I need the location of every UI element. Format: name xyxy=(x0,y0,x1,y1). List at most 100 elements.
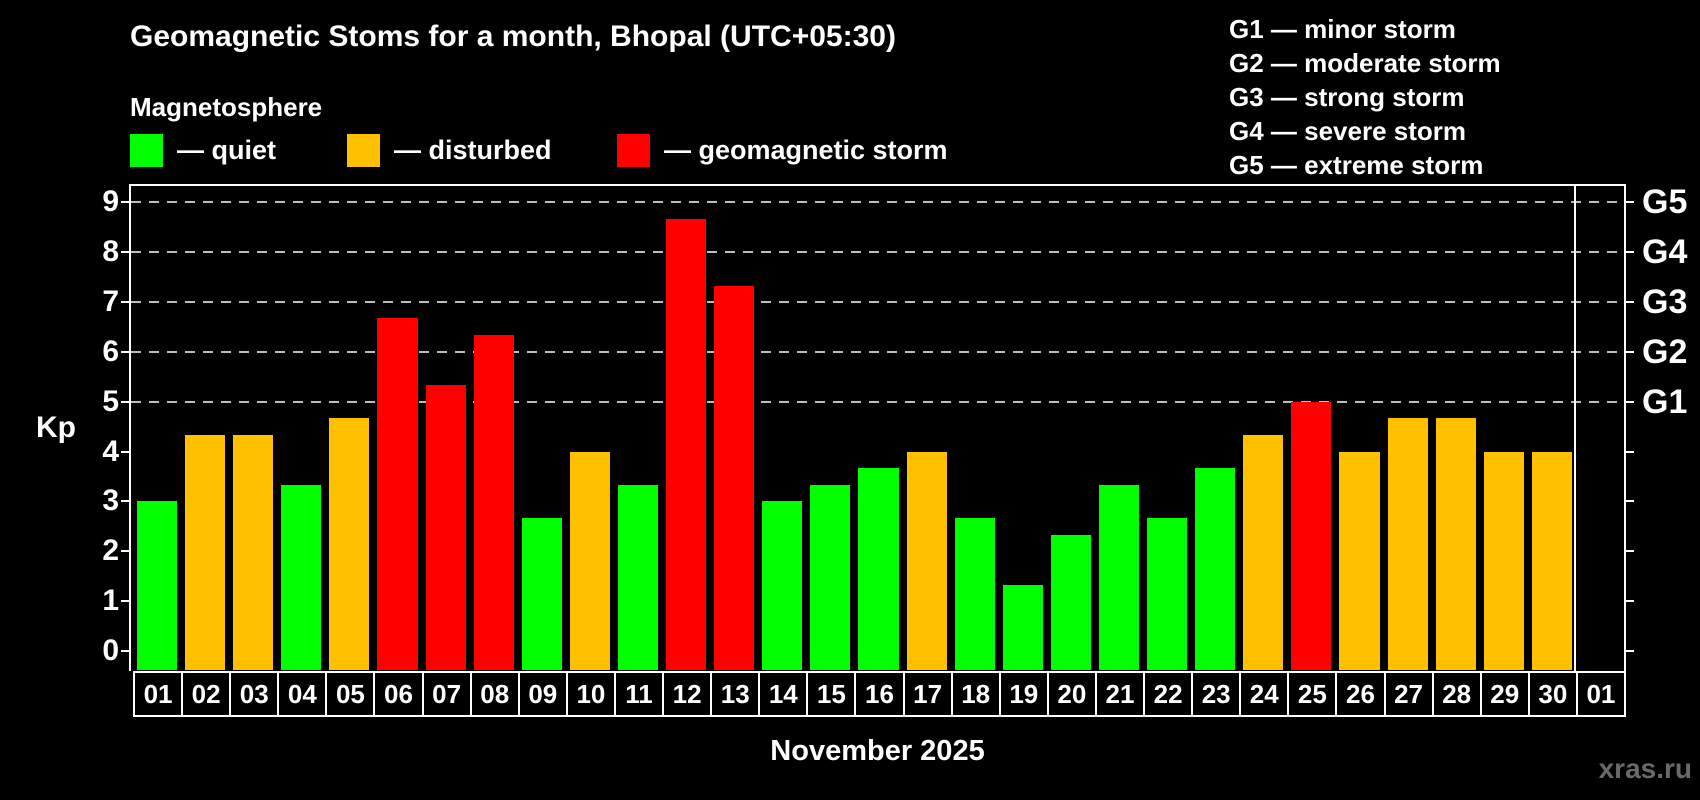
day-label-cell-18: 18 xyxy=(950,671,1001,717)
day-label-cell-15: 15 xyxy=(806,671,857,717)
right-axis-tick-9 xyxy=(1624,201,1634,204)
day-label-cell-8: 08 xyxy=(469,671,520,717)
day-label-cell-6: 06 xyxy=(373,671,424,717)
right-axis-tick-2 xyxy=(1624,550,1634,553)
kp-bar-day-22 xyxy=(1147,517,1188,670)
day-label-cell-9: 09 xyxy=(517,671,568,717)
g-axis-label-G5: G5 xyxy=(1642,183,1688,222)
legend-item-disturbed: — disturbed xyxy=(347,134,552,167)
right-axis-tick-1 xyxy=(1624,600,1634,603)
chart-title: Geomagnetic Stoms for a month, Bhopal (U… xyxy=(130,20,896,53)
day-label-cell-7: 07 xyxy=(421,671,472,717)
right-axis-line xyxy=(1624,184,1626,671)
g-legend-item-5: G5 — extreme storm xyxy=(1229,150,1484,180)
y-axis-tick-label-3: 3 xyxy=(102,484,119,518)
kp-bar-day-06 xyxy=(377,318,418,670)
legend-item-storm: — geomagnetic storm xyxy=(617,134,948,167)
day-label-cell-10: 10 xyxy=(565,671,616,717)
g-axis-label-G4: G4 xyxy=(1642,233,1688,272)
kp-bar-day-29 xyxy=(1483,451,1524,670)
gridline-kp7 xyxy=(131,301,1624,303)
kp-bar-day-17 xyxy=(906,451,947,670)
kp-bar-day-24 xyxy=(1243,435,1284,670)
y-axis-tick-1 xyxy=(121,600,131,603)
g-legend-item-3: G3 — strong storm xyxy=(1229,82,1465,112)
day-label-cell-22: 22 xyxy=(1143,671,1194,717)
day-label-cell-4: 04 xyxy=(277,671,328,717)
kp-bar-day-19 xyxy=(1002,584,1043,670)
x-axis-title: November 2025 xyxy=(770,735,985,767)
g-legend-item-4: G4 — severe storm xyxy=(1229,116,1467,146)
legend-label-disturbed: — disturbed xyxy=(394,135,552,165)
legend-label-quiet: — quiet xyxy=(177,135,276,165)
day-label-cell-14: 14 xyxy=(758,671,809,717)
kp-bar-day-03 xyxy=(233,435,274,670)
g-scale-legend: G1 — minor storm G2 — moderate storm G3 — … xyxy=(1229,12,1501,182)
y-axis-tick-6 xyxy=(121,350,131,353)
kp-bar-day-25 xyxy=(1291,401,1332,670)
kp-bar-day-21 xyxy=(1098,484,1140,670)
y-axis-tick-label-1: 1 xyxy=(102,584,119,618)
kp-bar-day-27 xyxy=(1387,418,1428,670)
kp-bar-day-26 xyxy=(1339,451,1380,670)
day-label-cell-29: 29 xyxy=(1479,671,1530,717)
y-axis-tick-7 xyxy=(121,301,131,303)
y-axis-tick-4 xyxy=(121,450,131,453)
g-axis-label-G2: G2 xyxy=(1642,332,1688,371)
day-label-cell-31: 01 xyxy=(1575,671,1626,717)
y-axis-tick-label-8: 8 xyxy=(102,235,119,269)
day-label-cell-30: 30 xyxy=(1527,671,1578,717)
y-axis-tick-5 xyxy=(121,400,131,403)
g-axis-label-G3: G3 xyxy=(1642,283,1688,321)
magnetosphere-label: Magnetosphere xyxy=(130,92,323,122)
kp-bar-day-08 xyxy=(473,335,514,670)
kp-bar-day-20 xyxy=(1050,534,1091,670)
right-axis-tick-8 xyxy=(1624,251,1634,254)
day-label-cell-12: 12 xyxy=(662,671,713,717)
kp-bar-day-14 xyxy=(762,501,803,670)
kp-bar-day-18 xyxy=(954,517,995,670)
gridline-kp8 xyxy=(131,251,1624,254)
y-axis-tick-3 xyxy=(121,500,131,503)
kp-bar-day-28 xyxy=(1435,418,1476,670)
kp-bar-day-11 xyxy=(617,484,659,670)
y-axis-tick-label-9: 9 xyxy=(102,185,119,219)
watermark: xras.ru xyxy=(1598,753,1692,784)
day-label-cell-20: 20 xyxy=(1046,671,1097,717)
day-label-cell-13: 13 xyxy=(710,671,761,717)
day-label-cell-3: 03 xyxy=(229,671,280,717)
day-label-cell-23: 23 xyxy=(1191,671,1242,717)
day-label-cell-24: 24 xyxy=(1239,671,1290,717)
y-axis-tick-0 xyxy=(121,650,131,652)
legend-item-quiet: — quiet xyxy=(130,134,276,167)
y-axis-tick-label-4: 4 xyxy=(102,434,119,468)
kp-bar-day-10 xyxy=(569,451,610,670)
y-axis-line xyxy=(129,184,131,671)
y-axis-tick-label-7: 7 xyxy=(102,285,119,318)
right-axis-tick-6 xyxy=(1624,350,1634,353)
day-label-cell-26: 26 xyxy=(1335,671,1386,717)
kp-bar-day-05 xyxy=(329,418,370,670)
kp-axis-title: Kp xyxy=(36,411,76,444)
disturbed-swatch-icon xyxy=(347,134,380,167)
gridline-kp9 xyxy=(131,201,1624,204)
month-separator-line xyxy=(1574,184,1576,671)
y-axis-tick-2 xyxy=(121,550,131,553)
legend-label-storm: — geomagnetic storm xyxy=(664,135,948,165)
right-axis-tick-4 xyxy=(1624,450,1634,453)
right-axis-tick-5 xyxy=(1624,400,1634,403)
quiet-swatch-icon xyxy=(130,134,163,167)
kp-bar-day-09 xyxy=(521,517,562,670)
kp-bar-day-04 xyxy=(281,484,322,670)
day-label-cell-28: 28 xyxy=(1431,671,1482,717)
kp-bar-day-02 xyxy=(185,435,226,670)
day-label-cell-2: 02 xyxy=(181,671,232,717)
kp-bar-day-12 xyxy=(666,218,707,670)
day-label-cell-16: 16 xyxy=(854,671,905,717)
y-axis-tick-label-6: 6 xyxy=(102,334,119,368)
right-axis-tick-7 xyxy=(1624,301,1634,303)
gridline-kp6 xyxy=(131,350,1624,353)
plot-border-top xyxy=(129,184,1626,186)
right-axis-tick-0 xyxy=(1624,650,1634,652)
y-axis-tick-8 xyxy=(121,251,131,254)
